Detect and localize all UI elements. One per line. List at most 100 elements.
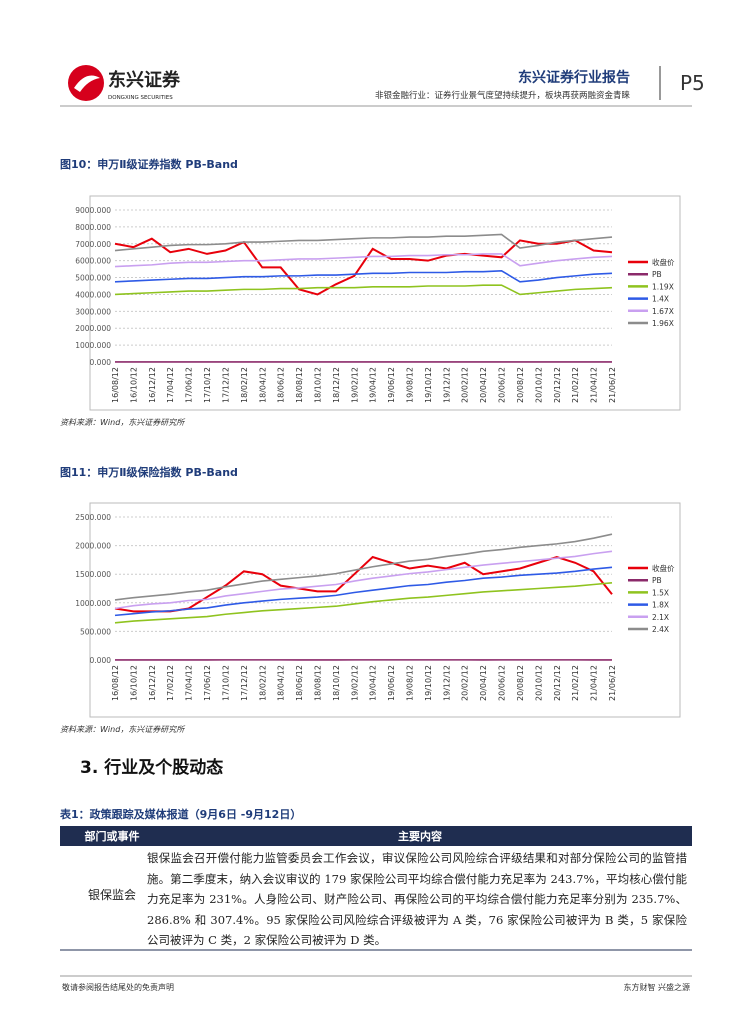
x-tick-label: 18/12/12 [332,367,341,403]
logo-text: 东兴证券 [108,69,181,91]
x-tick-label: 18/06/12 [277,367,286,403]
x-tick-label: 20/06/12 [498,665,507,701]
x-tick-label: 20/12/12 [553,367,562,403]
legend-label: 1.19X [652,282,674,291]
legend-label: 1.5X [652,588,669,597]
table-cell: 银保监会召开偿付能力监管委员会工作会议，审议保险公司风险综合评级结果和对部分保险… [147,851,687,947]
footer-left: 敬请参阅报告结尾处的免责声明 [62,982,174,992]
x-tick-label: 19/08/12 [406,367,415,403]
legend-label: 1.4X [652,295,669,304]
legend-label: 2.1X [652,613,669,622]
x-tick-label: 19/08/12 [406,665,415,701]
y-tick-label: 3000.000 [75,307,111,316]
x-tick-label: 17/10/12 [221,665,230,701]
x-tick-label: 19/12/12 [442,367,451,403]
x-tick-label: 17/06/12 [203,665,212,701]
x-tick-label: 20/04/12 [479,367,488,403]
y-tick-label: 1000.000 [75,341,111,350]
x-tick-label: 18/06/12 [295,665,304,701]
x-tick-label: 21/04/12 [590,665,599,701]
series-line [114,233,613,252]
th: 主要内容 [398,829,442,843]
series-line [114,550,613,610]
y-tick-label: 5000.000 [75,274,111,283]
x-tick-label: 20/12/12 [553,665,562,701]
x-tick-label: 16/12/12 [148,367,157,403]
y-tick-label: 500.000 [80,627,111,636]
td: 银保监会 [88,888,136,902]
x-tick-label: 16/12/12 [148,665,157,701]
x-tick-label: 19/06/12 [387,367,396,403]
x-tick-label: 19/10/12 [424,367,433,403]
y-tick-label: 1000.000 [75,599,111,608]
x-tick-label: 17/02/12 [166,665,175,701]
x-tick-label: 21/06/12 [608,367,617,403]
x-tick-label: 20/02/12 [461,367,470,403]
footer-right: 东方财智 兴盛之源 [623,982,690,992]
logo-shape [74,75,100,92]
report-name: 东兴证券行业报告 [518,69,630,86]
source: 资料来源：Wind，东兴证券研究所 [60,725,186,734]
report-subtitle: 非银金融行业：证券行业景气度望持续提升，板块再获两融资金青睐 [375,90,631,101]
x-tick-label: 18/04/12 [277,665,286,701]
page-number: P5 [680,71,705,95]
x-tick-label: 17/06/12 [185,367,194,403]
y-tick-label: 2500.000 [75,513,111,522]
x-tick-label: 17/12/12 [221,367,230,403]
x-tick-label: 20/02/12 [461,665,470,701]
x-tick-label: 17/04/12 [166,367,175,403]
x-tick-label: 20/10/12 [534,665,543,701]
chart-frame [89,502,681,718]
x-tick-label: 21/06/12 [608,665,617,701]
x-tick-label: 16/08/12 [111,367,120,403]
chart-frame [89,195,681,411]
x-tick-label: 19/10/12 [424,665,433,701]
x-tick-label: 18/04/12 [258,367,267,403]
x-tick-label: 18/10/12 [313,367,322,403]
x-tick-label: 18/08/12 [313,665,322,701]
series-line [114,533,613,601]
legend-label: PB [652,270,662,279]
table-header [60,826,692,846]
legend-label: 收盘价 [652,257,675,267]
y-tick-label: 7000.000 [75,240,111,249]
series-line [114,284,613,296]
x-tick-label: 20/04/12 [479,665,488,701]
x-tick-label: 20/08/12 [516,665,525,701]
x-tick-label: 17/12/12 [240,665,249,701]
chart-title: 图10：申万Ⅱ级证券指数 PB-Band [60,157,238,171]
y-tick-label: 9000.000 [75,206,111,215]
series-line [114,269,613,283]
y-tick-label: 4000.000 [75,290,111,299]
x-tick-label: 21/02/12 [571,367,580,403]
series-line [114,581,613,624]
series-line [114,566,613,617]
legend-label: 收盘价 [652,563,675,573]
x-tick-label: 17/10/12 [203,367,212,403]
x-tick-label: 16/10/12 [129,665,138,701]
x-tick-label: 19/12/12 [442,665,451,701]
y-tick-label: 1500.000 [75,570,111,579]
series-line [114,555,613,613]
y-tick-label: 8000.000 [75,223,111,232]
x-tick-label: 19/06/12 [387,665,396,701]
x-tick-label: 21/04/12 [590,367,599,403]
x-tick-label: 20/08/12 [516,367,525,403]
series-line [114,253,613,268]
legend-label: PB [652,576,662,585]
x-tick-label: 16/08/12 [111,665,120,701]
x-tick-label: 20/06/12 [498,367,507,403]
x-tick-label: 18/02/12 [258,665,267,701]
table-title: 表1：政策跟踪及媒体报道（9月6日 -9月12日） [59,807,301,821]
y-tick-label: 6000.000 [75,257,111,266]
x-tick-label: 18/02/12 [240,367,249,403]
y-tick-label: 2000.000 [75,542,111,551]
y-tick-label: 0.000 [90,358,112,367]
chart-title: 图11：申万Ⅱ级保险指数 PB-Band [60,465,238,479]
x-tick-label: 18/10/12 [332,665,341,701]
x-tick-label: 19/04/12 [369,665,378,701]
legend-label: 1.8X [652,601,669,610]
y-tick-label: 2000.000 [75,324,111,333]
